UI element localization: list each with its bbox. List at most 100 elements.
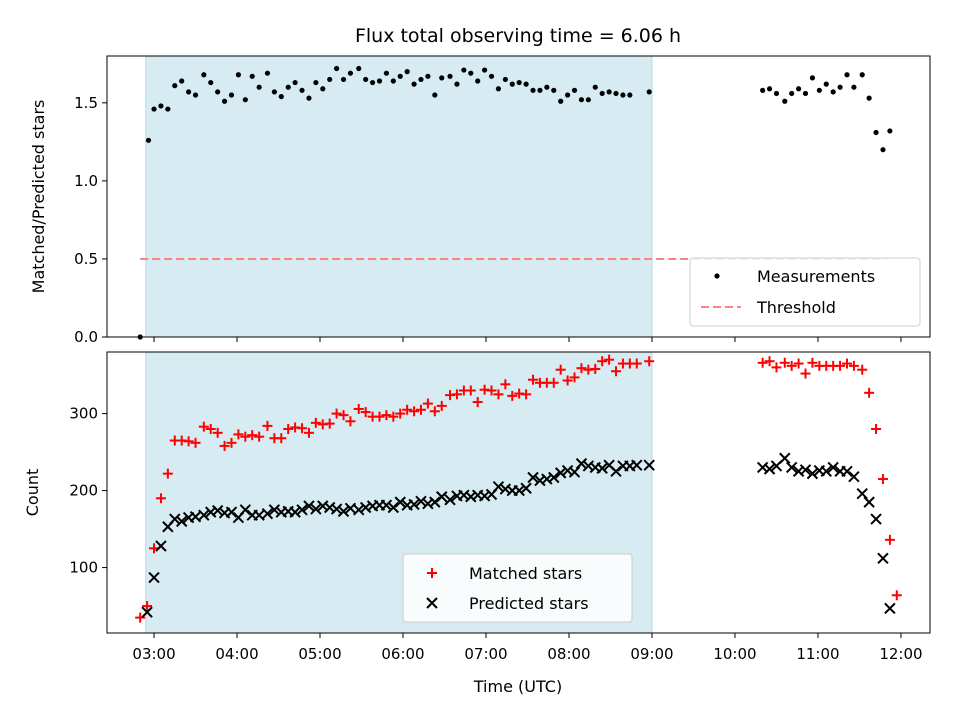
predicted-star-stroke-b [303,500,315,512]
top-legend: Measurements Threshold [689,257,921,327]
xtick-label: 09:00 [630,645,673,663]
predicted-star-stroke-b [198,509,210,521]
predicted-star-stroke-b [465,491,477,503]
matched-star-point [162,468,173,479]
measurement-point [383,70,390,76]
measurement-point [172,83,178,89]
matched-star-point [604,354,615,365]
predicted-star-stroke-b [841,465,853,478]
legend-predicted-label: Predicted stars [469,594,589,613]
measurement-point [369,79,376,86]
xtick-label: 08:00 [547,645,590,663]
predicted-star-stroke-b [359,501,372,514]
predicted-star-stroke-b [610,465,622,478]
measurement-point [646,89,652,95]
measurement-point [599,90,605,97]
measurement-point [495,86,502,92]
predicted-star-point [806,467,819,480]
measurement-point [578,97,585,103]
matched-star-point [219,440,230,451]
measurement-point [390,78,396,84]
measurement-point [802,90,809,97]
predicted-star-stroke-b [792,465,805,478]
matched-star-point [155,493,166,504]
predicted-star-stroke-b [394,496,406,508]
matched-star-point [576,363,587,374]
matched-star-point [507,390,518,401]
matched-star-point [857,364,868,375]
predicted-star-stroke-b [330,503,343,515]
predicted-star-stroke-b [596,462,608,474]
matched-star-point [262,420,273,431]
predicted-star-point [841,465,853,478]
matched-star-point [198,421,209,432]
measurement-point [613,90,619,97]
measurement-point [215,89,221,95]
predicted-star-stroke-b [141,606,153,618]
measurement-point [432,92,438,98]
measurement-point [837,84,843,90]
predicted-star-stroke-b [492,481,505,493]
measurement-point [356,65,362,72]
matched-star-point [395,408,406,419]
measurement-point [425,73,431,79]
predicted-star-point [211,504,224,517]
measurement-point [782,98,788,104]
measurement-point [404,69,410,75]
predicted-star-stroke-b [631,459,643,471]
measurement-point [851,84,857,90]
matched-star-point [779,357,790,368]
matched-star-point [611,366,622,377]
matched-star-point [415,404,426,415]
predicted-star-stroke-b [239,504,252,516]
xtick-label: 10:00 [713,645,756,663]
predicted-star-point [330,503,343,515]
measurement-point [502,76,508,83]
measurement-point [530,87,536,93]
predicted-star-point [353,504,365,516]
predicted-star-stroke-b [175,515,188,528]
predicted-star-stroke-b [310,503,322,515]
predicted-star-point [303,500,315,512]
predicted-star-stroke-b [478,490,491,502]
measurement-point [823,81,829,87]
predicted-star-point [820,465,832,478]
top-axes: 0.0 0.5 1.0 1.5 Matched/Predicted stars Measu… [29,55,931,346]
predicted-star-stroke-b [643,459,655,471]
matched-star-point [757,357,768,368]
legend-matched-label: Matched stars [469,564,582,583]
matched-star-point [429,406,440,417]
predicted-star-stroke-b [387,501,400,514]
predicted-star-stroke-b [253,509,265,521]
predicted-star-stroke-b [415,495,427,508]
predicted-star-stroke-b [548,471,560,484]
predicted-star-point [596,462,608,474]
predicted-star-point [848,471,860,483]
predicted-star-point [289,506,301,518]
measurement-point [830,89,836,95]
measurement-point [165,106,171,112]
predicted-star-point [492,481,505,493]
predicted-star-stroke-b [353,504,365,516]
predicted-star-point [610,465,622,478]
top-axes-frame [106,55,931,338]
matched-star-point [212,427,223,438]
predicted-star-stroke-b [870,513,882,525]
measurement-point [475,78,481,84]
measurement-point [537,87,543,93]
predicted-star-stroke-b [155,540,167,552]
measurement-point [523,81,529,87]
matched-star-point [493,389,504,400]
matched-star-point [297,423,308,434]
predicted-star-point [554,467,567,479]
measurement-point [264,70,271,76]
measurement-point [873,129,879,136]
matched-star-point [842,358,853,369]
measurement-point [766,86,773,92]
xtick-label: 04:00 [215,645,258,663]
matched-star-point [569,372,580,383]
predicted-star-point [785,461,798,474]
predicted-star-point [575,457,588,470]
measurement-point [299,87,305,93]
